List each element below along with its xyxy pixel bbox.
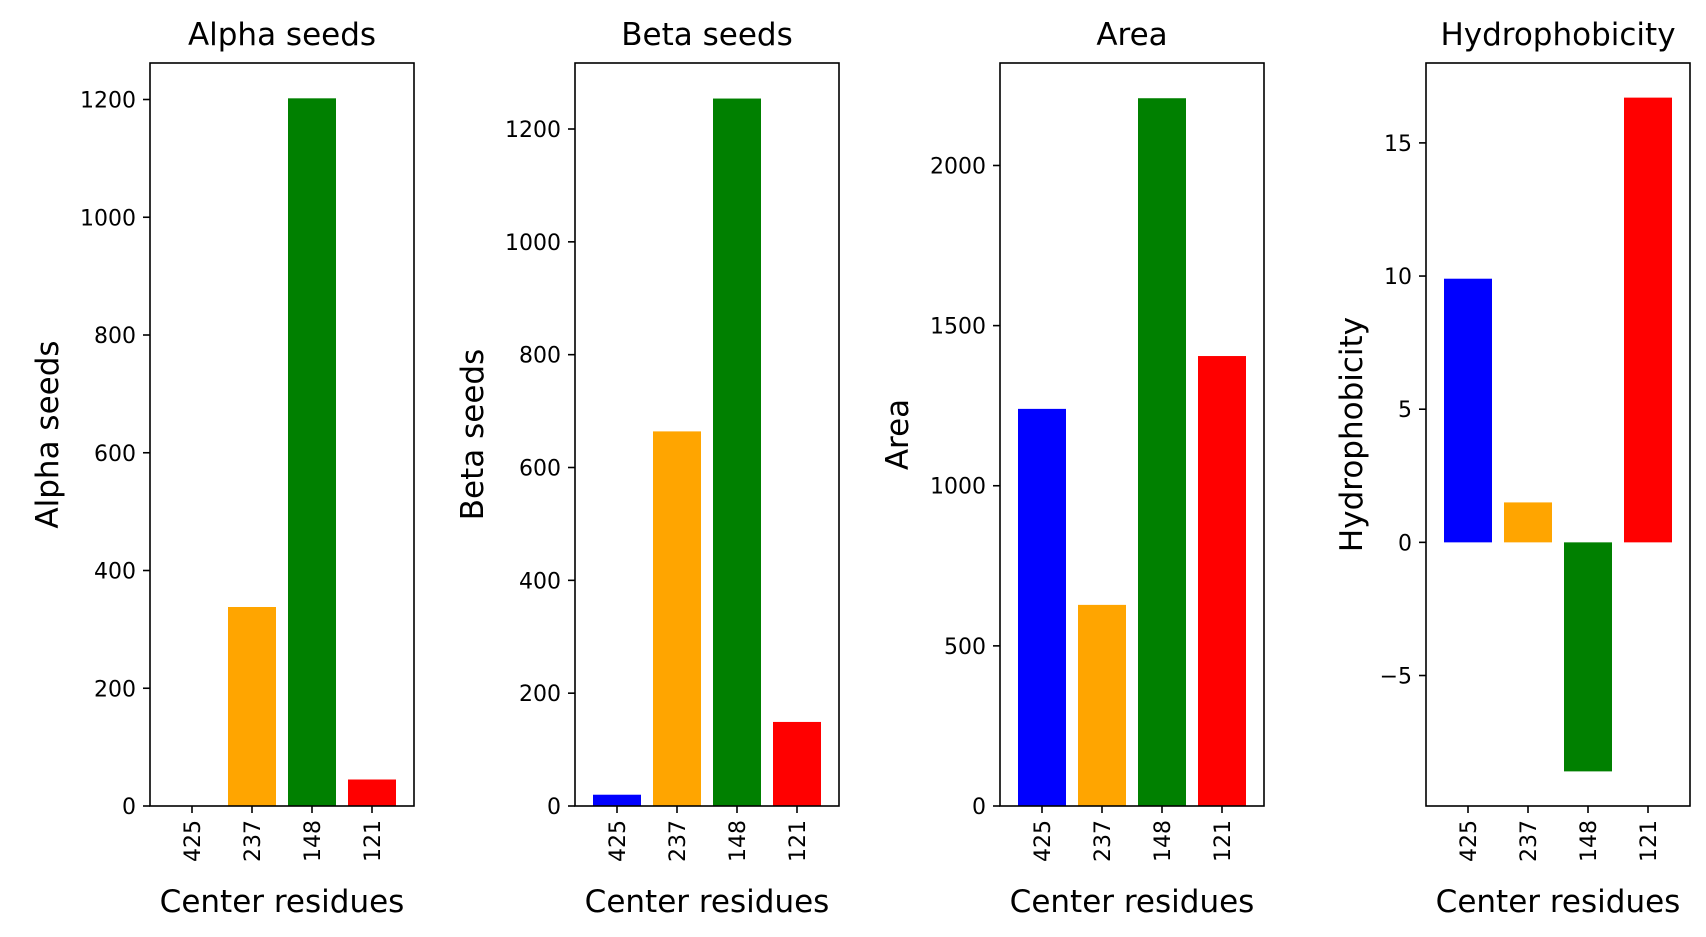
bar-148 bbox=[1564, 542, 1612, 772]
y-tick-label: 10 bbox=[1384, 265, 1412, 290]
plot-frame bbox=[149, 62, 415, 807]
y-tick-label: 1500 bbox=[930, 315, 986, 340]
y-tick-label: 1000 bbox=[505, 231, 561, 256]
x-axis-label: Center residues bbox=[1436, 884, 1681, 920]
y-axis-label: Alpha seeds bbox=[30, 340, 66, 528]
x-axis-label: Center residues bbox=[160, 884, 405, 920]
y-tick-label: 500 bbox=[944, 635, 986, 660]
y-tick-label: 0 bbox=[972, 795, 986, 820]
bar-425 bbox=[1444, 278, 1492, 543]
y-tick-label: 600 bbox=[94, 442, 136, 467]
x-tick-label: 121 bbox=[786, 820, 811, 862]
y-tick-label: 800 bbox=[94, 324, 136, 349]
bar-121 bbox=[773, 721, 821, 806]
x-tick-label: 148 bbox=[301, 820, 326, 862]
y-tick-label: 600 bbox=[519, 457, 561, 482]
plot-frame bbox=[1425, 62, 1691, 807]
x-tick-label: 148 bbox=[726, 820, 751, 862]
x-tick-label: 425 bbox=[1457, 820, 1482, 862]
y-tick-label: 400 bbox=[519, 569, 561, 594]
beta-seeds-panel: 0 200 400 600 800 1000 1200 425 237 148 121 Beta se… bbox=[455, 17, 840, 920]
bar-237 bbox=[1078, 604, 1126, 806]
chart-title: Hydrophobicity bbox=[1440, 17, 1675, 53]
hydrophobicity-panel: −5 0 5 10 15 425 237 148 121 Hydrophobicity Center… bbox=[1334, 17, 1691, 920]
x-tick-label: 237 bbox=[1091, 820, 1116, 862]
y-tick-label: 0 bbox=[1398, 531, 1412, 556]
y-tick-label: 200 bbox=[94, 677, 136, 702]
bar-237 bbox=[653, 431, 701, 806]
y-tick-label: 800 bbox=[519, 344, 561, 369]
bar-121 bbox=[1624, 97, 1672, 543]
y-tick-label: 15 bbox=[1384, 132, 1412, 157]
bar-425 bbox=[593, 794, 641, 806]
bar-425 bbox=[1018, 408, 1066, 806]
chart-title: Alpha seeds bbox=[188, 17, 376, 53]
x-tick-label: 237 bbox=[241, 820, 266, 862]
chart-title: Beta seeds bbox=[621, 17, 792, 53]
area-panel: 0 500 1000 1500 2000 425 237 148 121 Area Center r… bbox=[880, 17, 1265, 920]
y-tick-label: 1200 bbox=[505, 118, 561, 143]
x-tick-label: 425 bbox=[1031, 820, 1056, 862]
x-tick-label: 148 bbox=[1577, 820, 1602, 862]
bar-148 bbox=[713, 98, 761, 807]
y-axis-label: Area bbox=[880, 399, 916, 470]
y-tick-label: 0 bbox=[122, 795, 136, 820]
x-tick-label: 121 bbox=[361, 820, 386, 862]
alpha-seeds-panel: 0 200 400 600 800 1000 1200 425 237 148 121 Alpha s… bbox=[30, 17, 415, 920]
x-tick-label: 237 bbox=[666, 820, 691, 862]
x-axis-label: Center residues bbox=[1010, 884, 1255, 920]
bar-148 bbox=[1138, 98, 1186, 806]
y-tick-label: 1200 bbox=[80, 89, 136, 114]
y-tick-label: −5 bbox=[1380, 665, 1412, 690]
y-tick-label: 2000 bbox=[930, 154, 986, 179]
x-tick-label: 425 bbox=[181, 820, 206, 862]
y-tick-label: 400 bbox=[94, 560, 136, 585]
bar-237 bbox=[228, 607, 276, 806]
x-tick-label: 425 bbox=[606, 820, 631, 862]
y-axis-label: Beta seeds bbox=[455, 349, 491, 520]
y-tick-label: 1000 bbox=[80, 206, 136, 231]
y-tick-label: 5 bbox=[1398, 398, 1412, 423]
bar-121 bbox=[348, 779, 396, 806]
bar-148 bbox=[288, 98, 336, 806]
x-tick-label: 148 bbox=[1151, 820, 1176, 862]
x-axis-label: Center residues bbox=[585, 884, 830, 920]
plot-frame bbox=[574, 62, 840, 807]
bar-237 bbox=[1504, 502, 1552, 543]
bar-121 bbox=[1198, 356, 1246, 806]
chart-title: Area bbox=[1096, 17, 1167, 53]
y-tick-label: 1000 bbox=[930, 475, 986, 500]
x-tick-label: 121 bbox=[1637, 820, 1662, 862]
y-axis-label: Hydrophobicity bbox=[1334, 317, 1370, 552]
x-tick-label: 237 bbox=[1517, 820, 1542, 862]
x-tick-label: 121 bbox=[1211, 820, 1236, 862]
y-tick-label: 0 bbox=[547, 795, 561, 820]
plot-frame bbox=[999, 62, 1265, 807]
y-tick-label: 200 bbox=[519, 682, 561, 707]
